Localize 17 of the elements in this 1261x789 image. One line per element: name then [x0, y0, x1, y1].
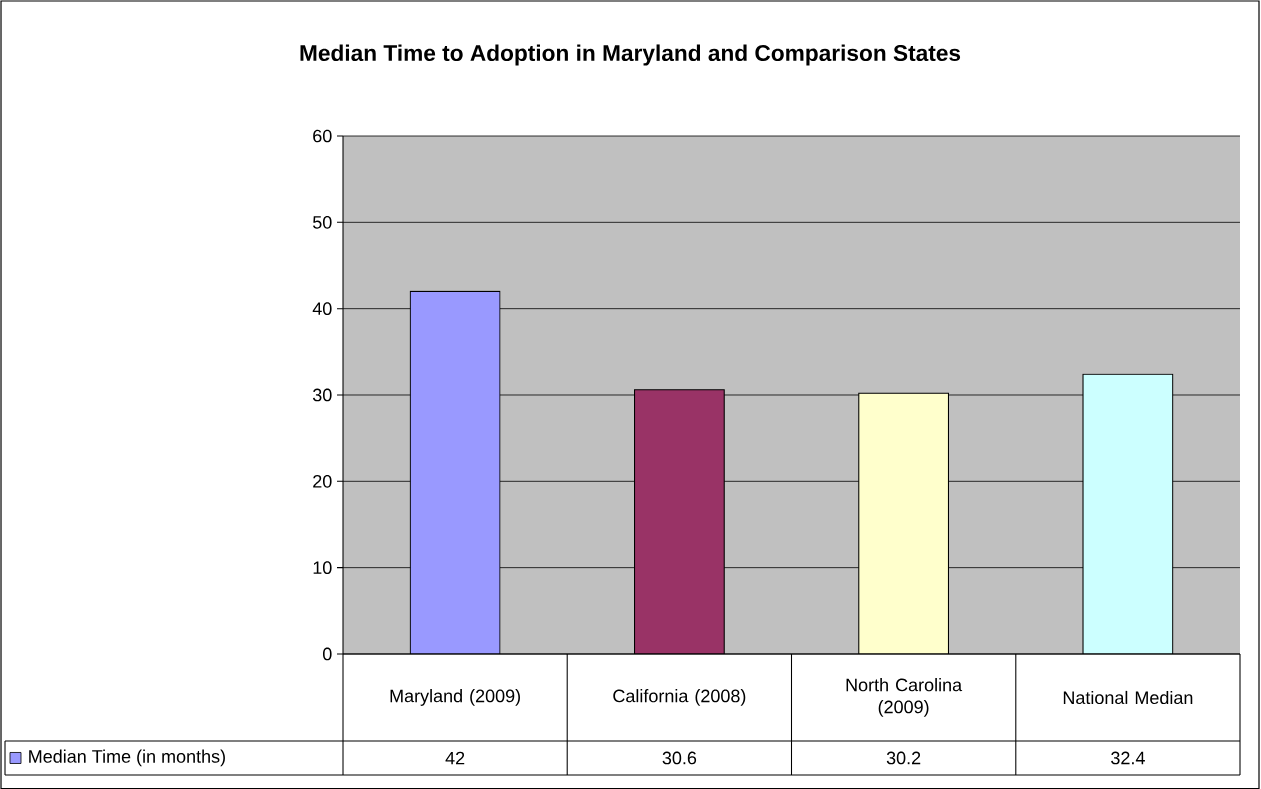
y-tick-label: 30 — [312, 388, 332, 402]
y-tick-label: 10 — [313, 561, 332, 575]
data-label: 32.4 — [1111, 751, 1145, 765]
y-tick-label: 20 — [313, 474, 332, 488]
data-label: 42 — [445, 751, 465, 765]
x-tick-label: National Median — [1063, 690, 1193, 705]
chart-title: Median Time to Adoption in Maryland and Comparison States — [300, 44, 961, 66]
y-tick-label: 60 — [313, 129, 332, 143]
x-tick-label: North Carolina (2009) — [846, 678, 963, 717]
x-tick-label: Maryland (2009) — [390, 689, 520, 706]
y-tick-label: 0 — [323, 647, 332, 661]
y-tick-label: 50 — [312, 215, 332, 229]
y-tick-label: 40 — [312, 302, 332, 316]
data-label: 30.2 — [886, 751, 921, 765]
data-label: 30.6 — [662, 751, 697, 765]
legend-label: Median Time (in months) — [29, 749, 225, 767]
x-tick-label: California (2008) — [613, 689, 746, 706]
